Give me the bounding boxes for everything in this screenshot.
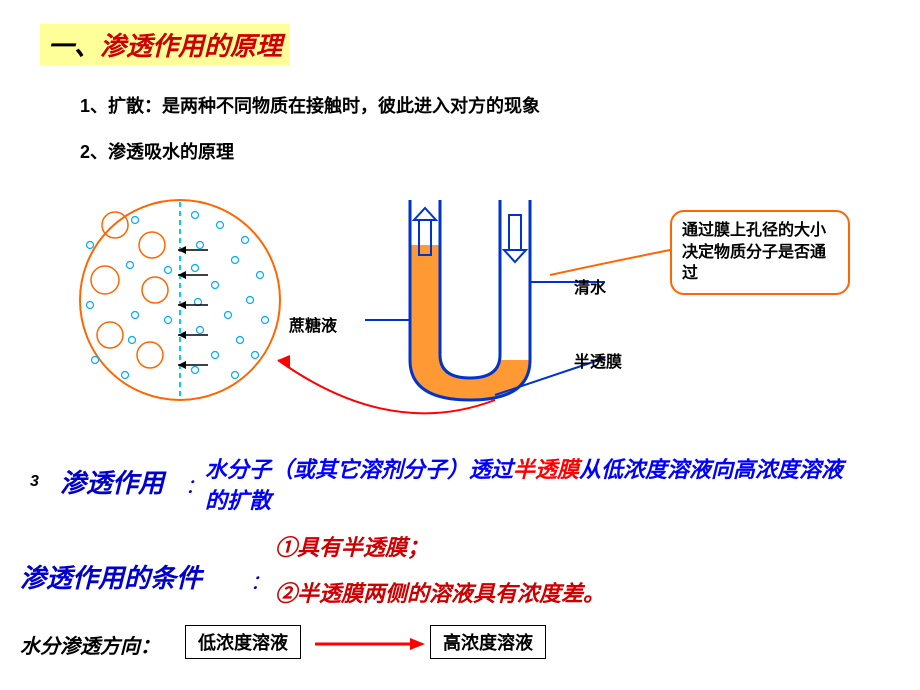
callout-box: 通过膜上孔径的大小决定物质分子是否通过 bbox=[670, 210, 850, 295]
title-main: 渗透作用的原理 bbox=[100, 31, 282, 61]
section-title: 一、渗透作用的原理 bbox=[40, 24, 290, 65]
def-text: 水分子（或其它溶剂分子）透过半透膜从低浓度溶液向高浓度溶液的扩散 bbox=[205, 455, 845, 517]
def-number: 3 bbox=[30, 473, 39, 491]
conditions-colon: ： bbox=[250, 566, 270, 595]
conditions-term: 渗透作用的条件 bbox=[20, 558, 202, 595]
label-sucrose: 蔗糖液 bbox=[289, 312, 337, 336]
direction-box-low: 低浓度溶液 bbox=[185, 625, 301, 659]
def-colon: ： bbox=[185, 470, 205, 499]
def-term: 渗透作用 bbox=[60, 463, 164, 500]
direction-box-high: 高浓度溶液 bbox=[430, 625, 546, 659]
point-2: 2、渗透吸水的原理 bbox=[80, 138, 234, 164]
direction-label: 水分渗透方向： bbox=[20, 630, 160, 659]
condition-2: ②半透膜两侧的溶液具有浓度差。 bbox=[275, 576, 605, 608]
label-water: 清水 bbox=[574, 274, 606, 298]
direction-arrow-icon bbox=[315, 636, 425, 652]
title-prefix: 一、 bbox=[48, 31, 100, 61]
point-1: 1、扩散：是两种不同物质在接触时，彼此进入对方的现象 bbox=[80, 92, 540, 118]
condition-1: ①具有半透膜； bbox=[275, 530, 429, 562]
label-membrane: 半透膜 bbox=[574, 348, 622, 372]
